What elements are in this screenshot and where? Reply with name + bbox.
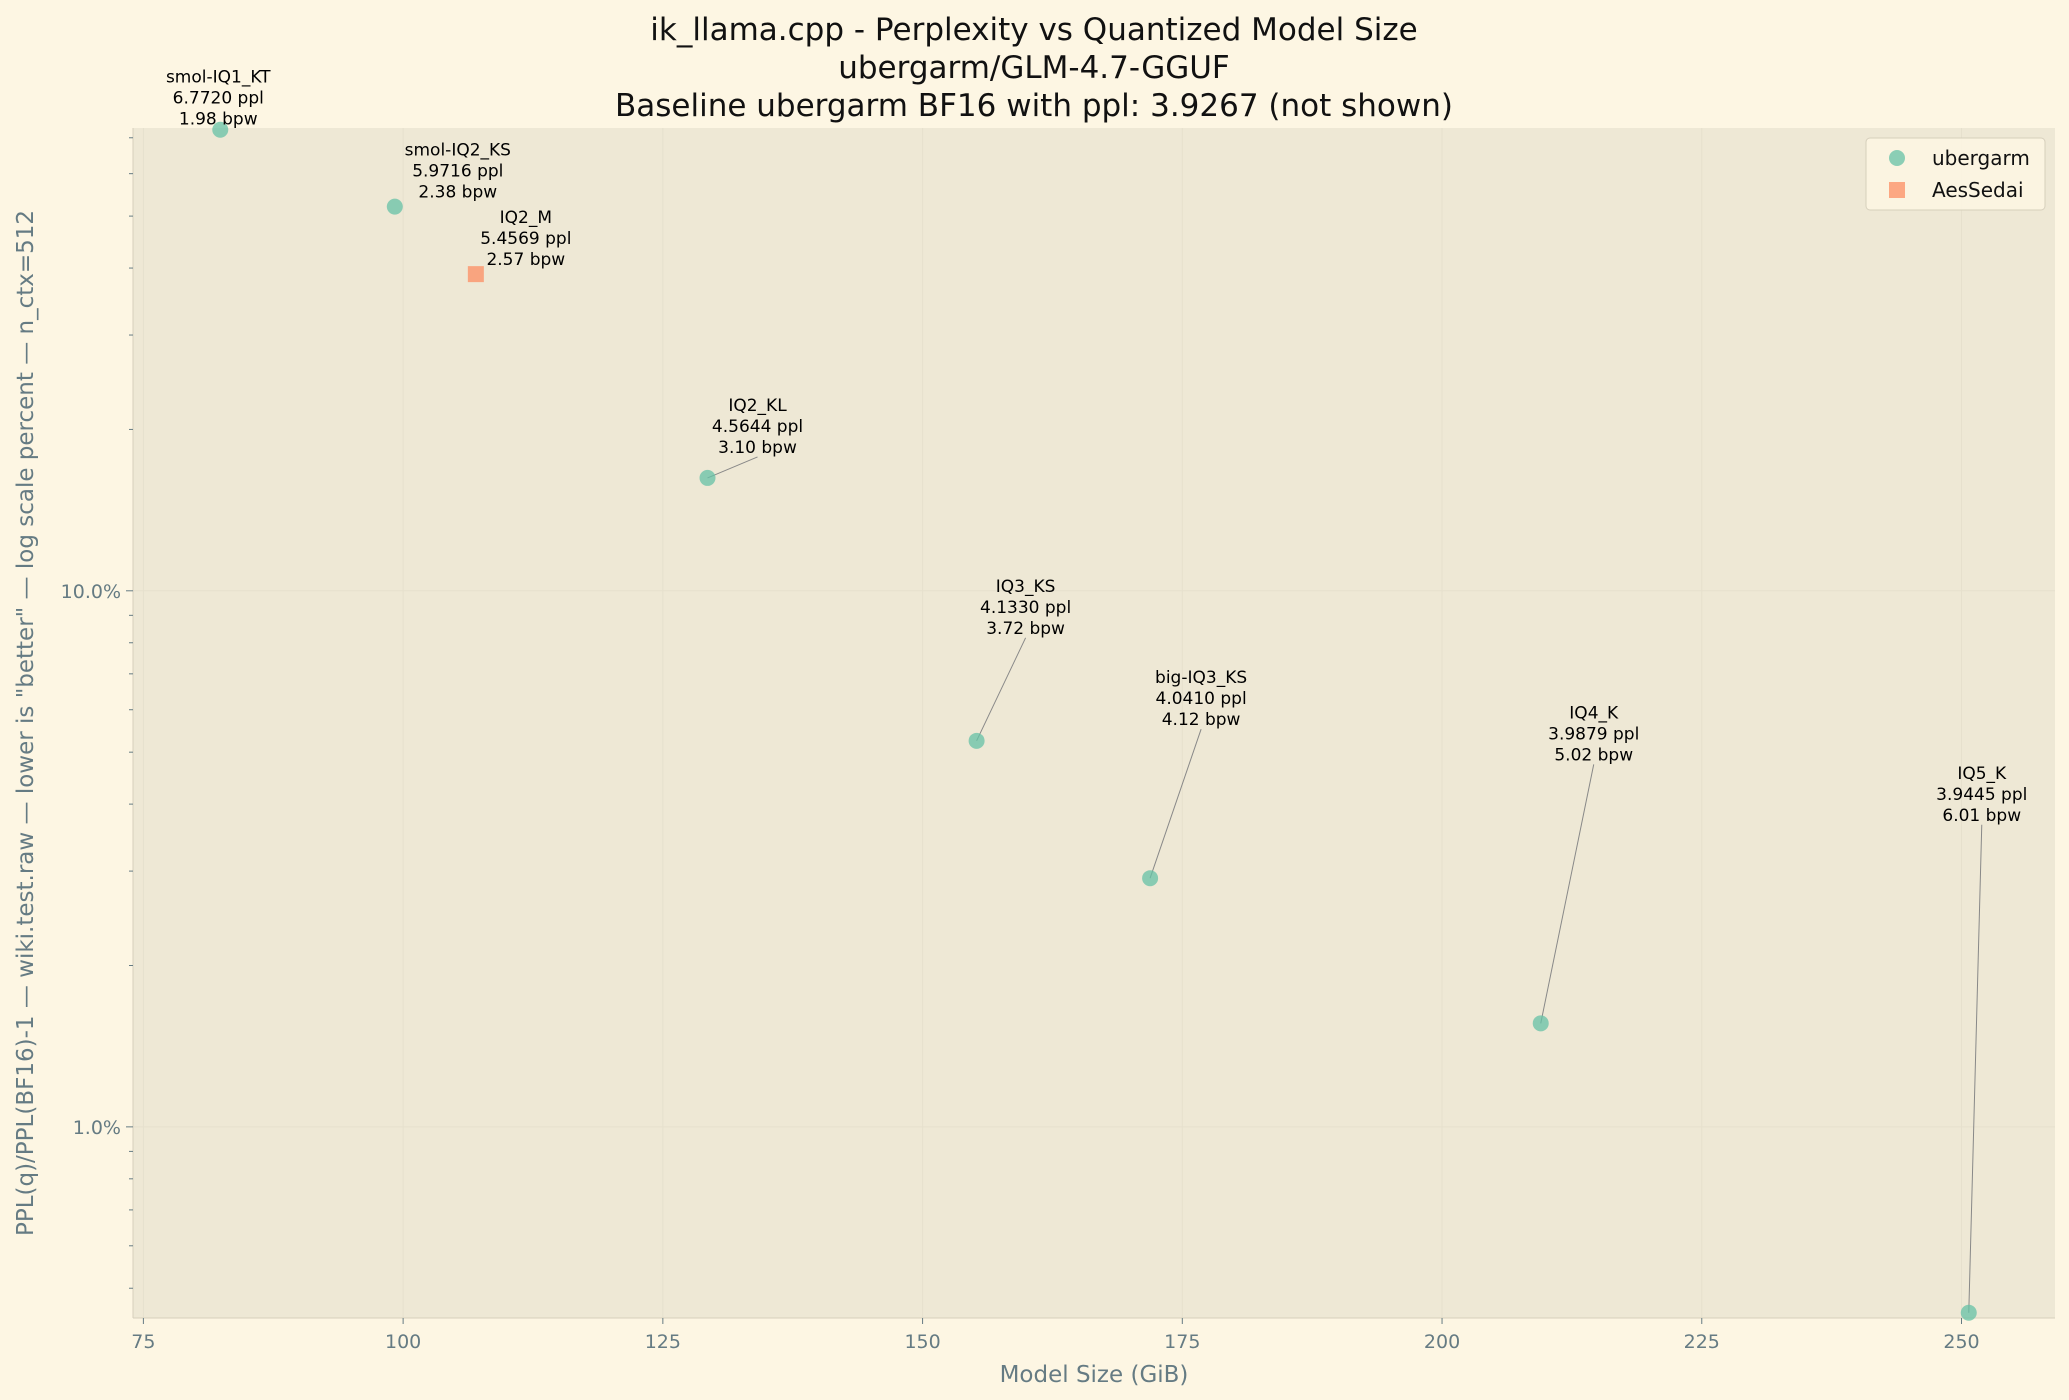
y-tick-label: 1.0% bbox=[73, 1117, 121, 1139]
data-point-iq5_k bbox=[1960, 1304, 1977, 1321]
x-tick-label: 100 bbox=[385, 1331, 421, 1353]
legend-marker-aessedai bbox=[1889, 182, 1905, 198]
title-line-1: ik_llama.cpp - Perplexity vs Quantized M… bbox=[650, 12, 1417, 48]
data-point-big-iq3_ks bbox=[1142, 870, 1159, 887]
annotation-iq4_k-line-2: 3.9879 ppl bbox=[1548, 724, 1639, 744]
annotation-iq2_kl-line-2: 4.5644 ppl bbox=[712, 417, 803, 437]
annotation-iq2_kl-line-3: 3.10 bpw bbox=[718, 438, 797, 458]
annotation-iq5_k-line-3: 6.01 bpw bbox=[1942, 806, 2021, 826]
x-tick-label: 200 bbox=[1424, 1331, 1460, 1353]
data-point-iq4_k bbox=[1532, 1015, 1549, 1032]
annotation-iq3_ks-line-2: 4.1330 ppl bbox=[980, 598, 1071, 618]
annotation-iq2_m-line-2: 5.4569 ppl bbox=[480, 229, 571, 249]
legend-label-aessedai: AesSedai bbox=[1932, 178, 2024, 202]
data-point-iq2_kl bbox=[699, 469, 716, 486]
annotation-big-iq3_ks-line-2: 4.0410 ppl bbox=[1156, 689, 1247, 709]
x-tick-label: 225 bbox=[1684, 1331, 1720, 1353]
annotation-leader-line bbox=[707, 456, 758, 479]
annotation-smol-iq1_kt-line-2: 6.7720 ppl bbox=[173, 89, 264, 109]
annotation-smol-iq1_kt-line-3: 1.98 bpw bbox=[179, 110, 258, 130]
title-line-3: Baseline ubergarm BF16 with ppl: 3.9267 … bbox=[615, 88, 1453, 124]
plot-area bbox=[133, 128, 2055, 1318]
data-point-iq3_ks bbox=[968, 732, 985, 749]
annotation-iq2_m-line-1: IQ2_M bbox=[500, 208, 552, 228]
legend-label-ubergarm: ubergarm bbox=[1932, 146, 2030, 170]
x-axis-label: Model Size (GiB) bbox=[1000, 1362, 1189, 1388]
annotation-leader-line bbox=[1540, 764, 1595, 1024]
legend: ubergarm AesSedai bbox=[1865, 137, 2046, 211]
legend-box bbox=[1865, 137, 2046, 211]
x-tick-label: 75 bbox=[131, 1331, 155, 1353]
annotation-leader-line bbox=[1968, 824, 1983, 1313]
annotation-iq5_k-line-2: 3.9445 ppl bbox=[1936, 785, 2027, 805]
annotation-smol-iq2_ks-line-1: smol-IQ2_KS bbox=[405, 141, 511, 161]
title-line-2: ubergarm/GLM-4.7-GGUF bbox=[838, 50, 1230, 86]
annotation-iq5_k-line-1: IQ5_K bbox=[1957, 764, 2007, 784]
grid bbox=[133, 128, 2055, 1318]
annotation-iq4_k-line-3: 5.02 bpw bbox=[1554, 745, 1633, 765]
x-tick-label: 175 bbox=[1164, 1331, 1200, 1353]
y-axis-label: PPL(q)/PPL(BF16)-1 — wiki.test.raw — low… bbox=[13, 210, 39, 1236]
data-point-iq2_m bbox=[467, 266, 484, 283]
annotation-smol-iq1_kt-line-1: smol-IQ1_KT bbox=[166, 68, 271, 88]
x-tick-label: 125 bbox=[645, 1331, 681, 1353]
data-point-smol-iq2_ks bbox=[386, 198, 403, 215]
annotation-smol-iq2_ks-line-3: 2.38 bpw bbox=[418, 183, 497, 203]
axes: 75 100 125 150 175 200 225 250 1.0% 10.0% bbox=[61, 128, 2055, 1353]
legend-marker-ubergarm bbox=[1889, 150, 1905, 166]
chart-title: ik_llama.cpp - Perplexity vs Quantized M… bbox=[615, 12, 1453, 124]
annotation-smol-iq2_ks-line-2: 5.9716 ppl bbox=[412, 162, 503, 182]
x-tick-label: 150 bbox=[904, 1331, 940, 1353]
annotation-leaders bbox=[707, 456, 1983, 1313]
annotation-leader-line bbox=[976, 637, 1027, 742]
annotation-iq2_kl-line-1: IQ2_KL bbox=[728, 396, 787, 416]
annotation-iq3_ks-line-1: IQ3_KS bbox=[996, 577, 1056, 597]
annotation-big-iq3_ks-line-3: 4.12 bpw bbox=[1162, 710, 1241, 730]
annotation-iq2_m-line-3: 2.57 bpw bbox=[486, 250, 565, 270]
annotation-leader-line bbox=[1149, 729, 1202, 879]
data-point-smol-iq1_kt bbox=[212, 121, 229, 138]
data-points bbox=[212, 121, 1977, 1321]
x-tick-label: 250 bbox=[1943, 1331, 1979, 1353]
annotation-iq3_ks-line-3: 3.72 bpw bbox=[986, 619, 1065, 639]
annotation-big-iq3_ks-line-1: big-IQ3_KS bbox=[1155, 668, 1247, 688]
y-tick-label: 10.0% bbox=[61, 581, 121, 603]
annotation-iq4_k-line-1: IQ4_K bbox=[1569, 703, 1619, 723]
